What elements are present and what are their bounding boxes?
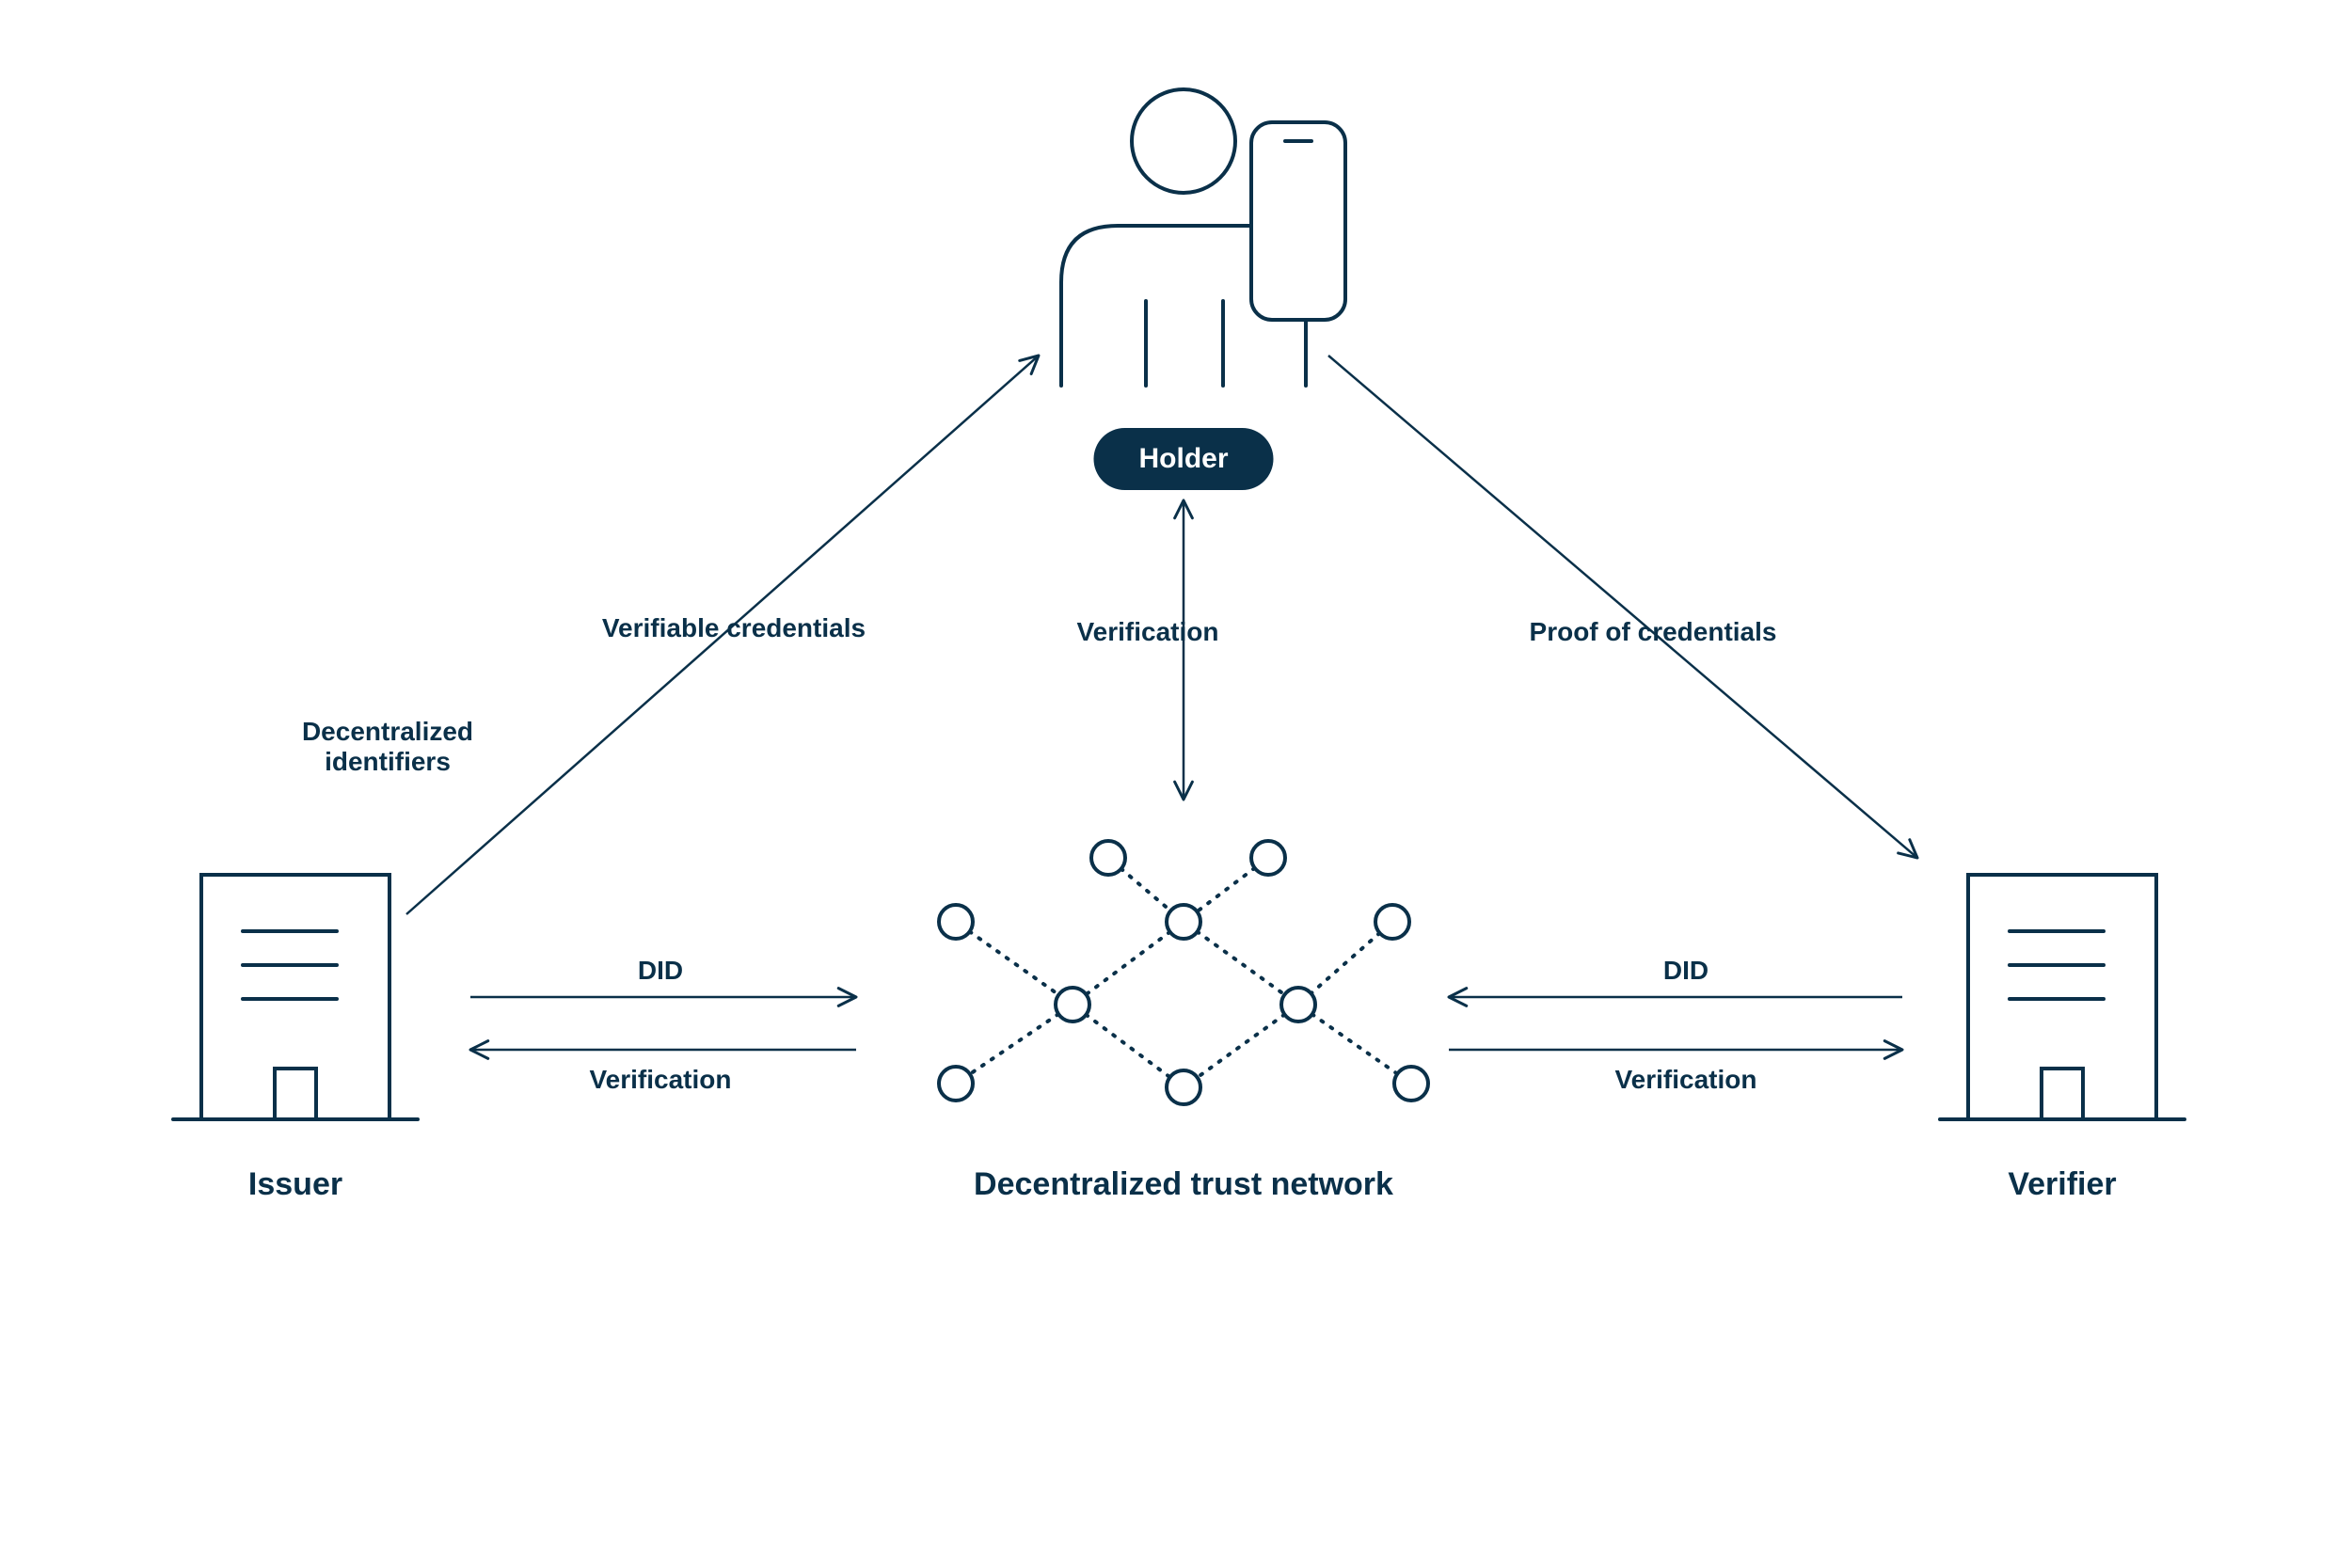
edge-label-verifier-network-verify: Verification [1615, 1065, 1757, 1095]
edge-label-network-issuer-verify: Verification [590, 1065, 732, 1095]
edge-label-did-text: Decentralized identifiers [302, 717, 473, 777]
diagram-svg [0, 0, 2352, 1568]
diagram-canvas: Holder Issuer Verifier Decentralized tru… [0, 0, 2352, 1568]
edge-label-network-verifier-did: DID [1663, 956, 1708, 986]
edge-label-issuer-network-did: DID [638, 956, 683, 986]
issuer-label: Issuer [248, 1166, 342, 1203]
verifier-label: Verifier [2008, 1166, 2116, 1203]
edge-label-holder-verifier: Proof of credentials [1530, 617, 1777, 647]
edge-label-holder-network: Verification [1077, 617, 1219, 647]
edge-label-issuer-holder: Verifiable credentials [602, 613, 866, 643]
network-label: Decentralized trust network [974, 1166, 1393, 1203]
holder-badge: Holder [1093, 428, 1273, 490]
